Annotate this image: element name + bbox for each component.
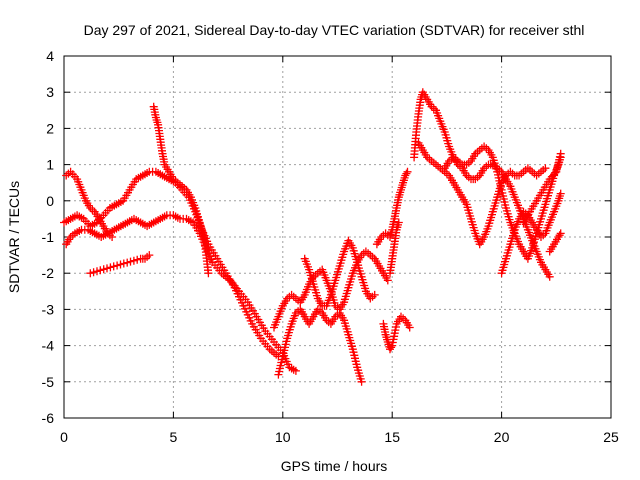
axis-ticks: 0 5 10 15 20 25 -6 -5 -4 -3 -2 -1 0 1 2 3 4 bbox=[42, 48, 619, 445]
data-point bbox=[405, 323, 414, 332]
data-point bbox=[545, 272, 554, 281]
data-point bbox=[556, 229, 565, 238]
chart-title: Day 297 of 2021, Sidereal Day-to-day VTE… bbox=[84, 22, 585, 38]
x-tick-label: 20 bbox=[494, 429, 510, 445]
y-axis-label: SDTVAR / TECUs bbox=[6, 181, 22, 293]
data-point bbox=[383, 276, 392, 285]
data-point bbox=[370, 290, 379, 299]
data-point bbox=[133, 255, 142, 264]
data-point bbox=[402, 169, 411, 178]
y-tick-label: -6 bbox=[42, 410, 55, 426]
y-tick-label: 4 bbox=[46, 48, 54, 64]
data-points bbox=[60, 88, 565, 386]
data-point bbox=[113, 261, 122, 270]
x-tick-label: 10 bbox=[275, 429, 291, 445]
data-point bbox=[555, 231, 564, 240]
y-tick-label: -3 bbox=[42, 301, 55, 317]
data-point bbox=[556, 149, 565, 158]
data-point bbox=[394, 218, 403, 227]
y-tick-label: 3 bbox=[46, 84, 54, 100]
data-point bbox=[126, 257, 135, 266]
data-point bbox=[556, 189, 565, 198]
x-tick-label: 5 bbox=[170, 429, 178, 445]
y-tick-label: -1 bbox=[42, 229, 55, 245]
y-tick-label: -2 bbox=[42, 265, 55, 281]
data-point bbox=[403, 167, 412, 176]
data-point bbox=[387, 343, 396, 352]
x-tick-label: 15 bbox=[384, 429, 400, 445]
y-tick-label: -4 bbox=[42, 338, 55, 354]
y-tick-label: -5 bbox=[42, 374, 55, 390]
data-point bbox=[89, 268, 98, 277]
x-axis-label: GPS time / hours bbox=[281, 458, 388, 474]
data-point bbox=[145, 251, 154, 260]
data-point bbox=[291, 366, 300, 375]
y-tick-label: 0 bbox=[46, 193, 54, 209]
data-point bbox=[357, 377, 366, 386]
data-point bbox=[109, 262, 118, 271]
data-point bbox=[541, 164, 550, 173]
y-tick-label: 2 bbox=[46, 120, 54, 136]
x-tick-label: 0 bbox=[60, 429, 68, 445]
grid-lines bbox=[64, 56, 611, 418]
data-point bbox=[204, 269, 213, 278]
x-tick-label: 25 bbox=[603, 429, 619, 445]
data-point bbox=[103, 264, 111, 273]
data-point bbox=[96, 266, 105, 275]
data-point bbox=[119, 259, 128, 268]
y-tick-label: 1 bbox=[46, 157, 54, 173]
